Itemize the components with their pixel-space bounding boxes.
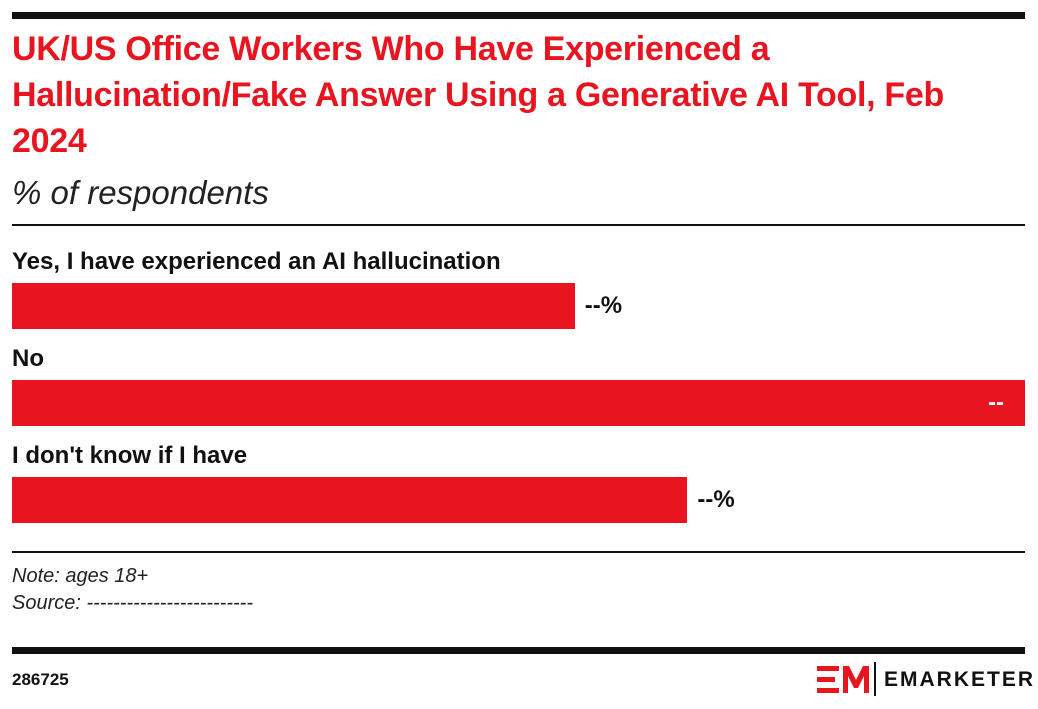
header-rule: [12, 224, 1025, 226]
bar: [12, 380, 1025, 426]
logo-divider: [874, 662, 876, 696]
value-label: --%: [988, 389, 1010, 462]
chart-title: UK/US Office Workers Who Have Experience…: [12, 30, 944, 160]
value-label: --%: [697, 486, 735, 513]
bar: [12, 477, 688, 523]
chart-subtitle: % of respondents: [12, 174, 269, 211]
brand: EMARKETER: [884, 668, 1036, 691]
source: Source: -------------------------: [12, 592, 253, 614]
category-label: I don't know if I have: [12, 442, 248, 469]
top-rule: [12, 12, 1025, 19]
note: Note: ages 18+: [12, 565, 149, 587]
bottom-rule: [12, 647, 1025, 654]
category-label: Yes, I have experienced an AI hallucinat…: [12, 248, 501, 275]
category-label: No: [12, 345, 44, 372]
bar: [12, 283, 575, 329]
footer-rule: [12, 551, 1025, 553]
value-label: --%: [584, 292, 623, 319]
logo-mark: [817, 666, 869, 693]
chart-id: 286725: [12, 670, 69, 689]
